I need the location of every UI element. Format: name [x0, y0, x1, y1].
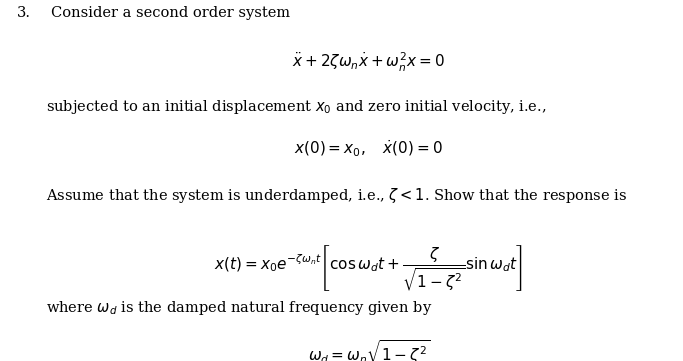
Text: subjected to an initial displacement $x_0$ and zero initial velocity, i.e.,: subjected to an initial displacement $x_… [46, 98, 546, 116]
Text: $\ddot{x} + 2\zeta\omega_n\dot{x} + \omega_n^2 x = 0$: $\ddot{x} + 2\zeta\omega_n\dot{x} + \ome… [292, 51, 445, 74]
Text: $x(0) = x_0, \quad \dot{x}(0) = 0$: $x(0) = x_0, \quad \dot{x}(0) = 0$ [294, 139, 443, 159]
Text: Consider a second order system: Consider a second order system [51, 6, 290, 20]
Text: $x(t) = x_0 e^{-\zeta\omega_n t}\left[\cos\omega_d t + \dfrac{\zeta}{\sqrt{1-\ze: $x(t) = x_0 e^{-\zeta\omega_n t}\left[\c… [214, 243, 523, 293]
Text: Assume that the system is underdamped, i.e., $\zeta < 1$. Show that the response: Assume that the system is underdamped, i… [46, 186, 628, 205]
Text: where $\omega_d$ is the damped natural frequency given by: where $\omega_d$ is the damped natural f… [46, 299, 432, 317]
Text: 3.: 3. [17, 6, 31, 20]
Text: $\omega_d = \omega_n\sqrt{1-\zeta^2}$: $\omega_d = \omega_n\sqrt{1-\zeta^2}$ [308, 339, 430, 361]
